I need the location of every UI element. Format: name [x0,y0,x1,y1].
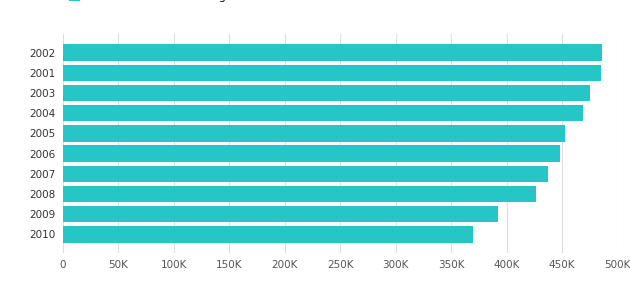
Bar [63,226,473,243]
Bar [63,145,559,162]
Bar [63,85,590,101]
Legend: Criminal cases in Chicago: Criminal cases in Chicago [69,0,232,3]
Bar [63,65,601,81]
Bar [63,186,537,202]
Bar [63,206,498,222]
Bar [63,166,547,182]
Bar [63,105,583,121]
Bar [63,44,602,61]
Bar [63,125,565,142]
